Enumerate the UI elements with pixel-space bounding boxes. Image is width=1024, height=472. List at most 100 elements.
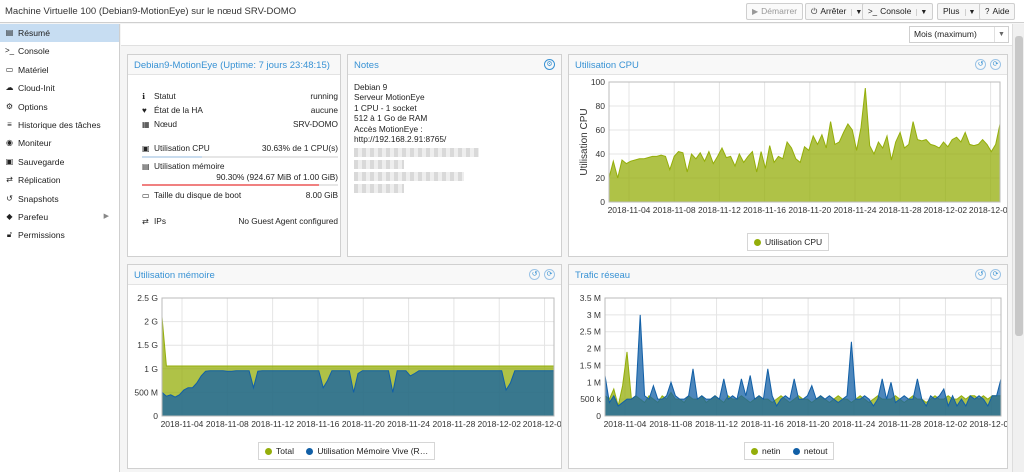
cpu-row: ▣ Utilisation CPU 30.63% de 1 CPU(s) — [142, 143, 338, 153]
notes-line: Accès MotionEye : — [354, 123, 423, 134]
y-tick-label: 20 — [596, 173, 606, 183]
legend-item[interactable]: Utilisation CPU — [754, 234, 822, 250]
series-area-2 — [161, 370, 555, 417]
floppy-icon: ▣ — [5, 156, 14, 166]
status-panel: Debian9-MotionEye (Uptime: 7 jours 23:48… — [127, 54, 341, 257]
memory-value-row: 90.30% (924.67 MiB of 1.00 GiB) — [216, 172, 338, 182]
refresh-icon[interactable]: ⟳ — [990, 59, 1001, 70]
sidebar-item-parefeu[interactable]: ◆ Parefeu ▶ — [0, 208, 119, 226]
sidebar-item-materiel[interactable]: ▭ Matériel — [0, 61, 119, 79]
legend-item[interactable]: Utilisation Mémoire Vive (R… — [306, 443, 428, 459]
notes-line: 512 à 1 Go de RAM — [354, 113, 428, 124]
x-tick-label: 2018-11-12 — [698, 205, 741, 215]
redacted-text — [354, 160, 404, 169]
sidebar-item-cloud-init[interactable]: ☁ Cloud-Init — [0, 79, 119, 97]
y-tick-label: 2.5 M — [580, 327, 601, 337]
series-area-2 — [604, 314, 1002, 417]
legend-item[interactable]: Total — [265, 443, 294, 459]
help-button[interactable]: ? Aide — [979, 3, 1016, 20]
plot-frame — [161, 297, 555, 417]
legend-item[interactable]: netout — [792, 443, 827, 459]
help-icon: ? — [985, 7, 990, 16]
x-tick-label: 2018-12-06 — [523, 419, 561, 429]
memory-row: ▤ Utilisation mémoire — [142, 161, 225, 171]
x-tick-label: 2018-11-24 — [834, 205, 877, 215]
vertical-scrollbar[interactable] — [1012, 24, 1024, 472]
sidebar-item-replication[interactable]: ⇄ Réplication — [0, 171, 119, 189]
ips-row: ⇄ IPs No Guest Agent configured — [142, 216, 338, 226]
y-tick-label: 2 G — [144, 317, 158, 327]
disk-row: ▭ Taille du disque de boot 8.00 GiB — [142, 190, 338, 200]
notes-line: Debian 9 — [354, 82, 388, 92]
network-chart-title: Trafic réseau — [575, 270, 631, 281]
y-tick-label: 500 k — [580, 394, 602, 404]
sidebar-item-moniteur[interactable]: ◉ Moniteur — [0, 134, 119, 152]
x-tick-label: 2018-11-28 — [432, 419, 475, 429]
sidebar-item-options[interactable]: ⚙ Options — [0, 98, 119, 116]
x-tick-label: 2018-11-20 — [342, 419, 385, 429]
sidebar-item-console[interactable]: >_ Console — [0, 42, 119, 60]
y-tick-label: 100 — [591, 77, 605, 87]
x-tick-label: 2018-11-12 — [695, 419, 738, 429]
more-button[interactable]: Plus ▼ — [937, 3, 982, 20]
cpu-chart-title: Utilisation CPU — [575, 60, 639, 71]
x-tick-label: 2018-12-02 — [477, 419, 521, 429]
timeframe-select[interactable]: Mois (maximum) ▼ — [909, 26, 1009, 43]
refresh-icon[interactable]: ⟳ — [544, 269, 555, 280]
gear-icon[interactable]: ⚙ — [544, 59, 555, 70]
heartbeat-icon: ♥ — [142, 106, 147, 115]
sidebar-item-snapshots[interactable]: ↺ Snapshots — [0, 190, 119, 208]
cpu-chart-legend: Utilisation CPU — [747, 233, 830, 251]
chevron-right-icon: ▶ — [103, 212, 109, 220]
scrollbar-thumb[interactable] — [1015, 36, 1023, 336]
window-title: Machine Virtuelle 100 (Debian9-MotionEye… — [5, 6, 297, 17]
monitor-icon: ▭ — [5, 64, 14, 74]
list-icon: ≡ — [7, 119, 12, 129]
x-tick-label: 2018-11-28 — [879, 205, 922, 215]
status-row: ℹ Statut running — [142, 91, 338, 101]
memory-chart-legend: Total Utilisation Mémoire Vive (R… — [258, 442, 436, 460]
chevron-down-icon[interactable]: ▼ — [916, 9, 928, 16]
ha-row: ♥ État de la HA aucune — [142, 105, 338, 115]
y-tick-label: 0 — [153, 411, 158, 421]
undo-zoom-icon[interactable]: ↺ — [975, 269, 986, 280]
notes-content: Debian 9 Serveur MotionEye 1 CPU - 1 soc… — [354, 82, 446, 144]
shield-icon: ◆ — [6, 211, 13, 221]
sidebar-item-sauvegarde[interactable]: ▣ Sauvegarde — [0, 153, 119, 171]
sidebar-item-resume[interactable]: ▤ Résumé — [0, 24, 119, 43]
y-tick-label: 0 — [600, 197, 605, 207]
x-tick-label: 2018-11-16 — [297, 419, 340, 429]
y-tick-label: 1 M — [587, 377, 601, 387]
chevron-down-icon[interactable]: ▼ — [994, 27, 1008, 42]
redacted-text — [354, 148, 479, 157]
network-chart-panel: Trafic réseau ↺ ⟳ 0 500 k 1 M 1.5 M 2 M 2.5 M… — [568, 264, 1008, 469]
y-tick-label: 0 — [596, 411, 601, 421]
hdd-icon: ▭ — [142, 191, 150, 200]
legend-item[interactable]: netin — [751, 443, 780, 459]
play-icon: ▶ — [752, 7, 759, 16]
stop-button[interactable]: ⏻ Arrêter ▼ — [805, 3, 869, 20]
undo-zoom-icon[interactable]: ↺ — [975, 59, 986, 70]
console-button[interactable]: >_ Console ▼ — [862, 3, 934, 20]
memory-chart-header: Utilisation mémoire ↺ ⟳ — [128, 265, 561, 285]
info-icon: ℹ — [142, 92, 146, 101]
redacted-text — [354, 184, 404, 193]
x-tick-label: 2018-12-06 — [970, 419, 1007, 429]
y-tick-label: 2 M — [587, 344, 601, 354]
cpu-icon: ▣ — [142, 144, 150, 153]
sidebar: ▤ Résumé >_ Console ▭ Matériel ☁ Cloud-Init … — [0, 24, 120, 472]
x-tick-label: 2018-11-08 — [206, 419, 249, 429]
x-tick-label: 2018-11-24 — [387, 419, 430, 429]
sidebar-item-historique[interactable]: ≡ Historique des tâches — [0, 116, 119, 134]
chevron-down-icon[interactable]: ▼ — [851, 9, 863, 16]
refresh-icon[interactable]: ⟳ — [990, 269, 1001, 280]
x-tick-label: 2018-11-04 — [604, 419, 647, 429]
x-tick-label: 2018-11-24 — [832, 419, 875, 429]
start-button[interactable]: ▶ Démarrer — [746, 3, 804, 20]
sidebar-item-permissions[interactable]: 🔓︎ Permissions — [0, 226, 119, 244]
exchange-icon: ⇄ — [142, 217, 149, 226]
undo-zoom-icon[interactable]: ↺ — [529, 269, 540, 280]
legend-dot — [306, 448, 314, 455]
y-tick-label: 40 — [596, 149, 606, 159]
